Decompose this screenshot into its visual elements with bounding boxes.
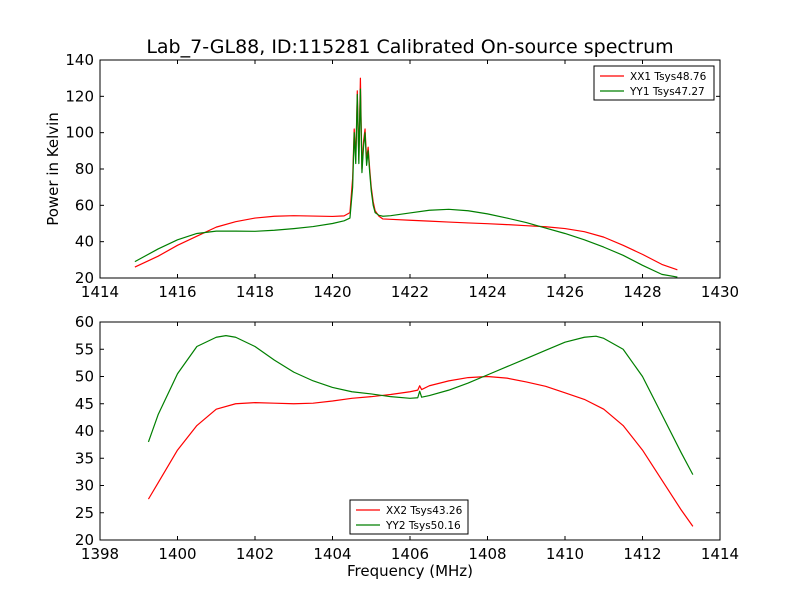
x-tick-label: 1418 (236, 283, 274, 301)
y-tick-label: 60 (75, 196, 94, 214)
x-tick-label: 1398 (81, 545, 119, 563)
y-tick-label: 30 (75, 477, 94, 495)
legend-box (593, 65, 715, 101)
x-tick-label: 1404 (313, 545, 351, 563)
legend-label: YY1 Tsys47.27 (629, 86, 705, 98)
series-line (134, 77, 678, 271)
legend: XX1 Tsys48.76 YY1 Tsys47.27 (593, 65, 715, 101)
y-tick-label: 25 (75, 504, 94, 522)
x-tick-label: 1414 (701, 545, 739, 563)
y-tick-label: 50 (75, 368, 94, 386)
y-axis-label: Power in Kelvin (44, 112, 62, 226)
x-tick-label: 1424 (468, 283, 506, 301)
x-tick-label: 1416 (158, 283, 196, 301)
x-tick-label: 1422 (391, 283, 429, 301)
y-tick-label: 45 (75, 395, 94, 413)
x-tick-label: 1412 (623, 545, 661, 563)
y-tick-label: 20 (75, 531, 94, 549)
y-tick-label: 120 (65, 87, 94, 105)
chart-title: Lab_7-GL88, ID:115281 Calibrated On-sour… (146, 36, 673, 58)
y-tick-label: 20 (75, 269, 94, 287)
series-line (147, 335, 694, 475)
y-tick-label: 40 (75, 233, 94, 251)
y-tick-label: 140 (65, 51, 94, 69)
chart-panel-1: 1414 1416 1418 1420 1422 1424 1426 1428 1430 20 40… (44, 51, 739, 301)
y-tick-label: 60 (75, 313, 94, 331)
y-tick-label: 80 (75, 160, 94, 178)
x-tick-label: 1414 (81, 283, 119, 301)
x-tick-label: 1400 (158, 545, 196, 563)
legend-label: XX1 Tsys48.76 (630, 71, 707, 83)
legend: XX2 Tsys43.26 YY2 Tsys50.16 (349, 499, 469, 535)
x-axis-label: Frequency (MHz) (347, 562, 473, 580)
x-tick-label: 1420 (313, 283, 351, 301)
legend-box (349, 499, 469, 535)
x-tick-label: 1430 (701, 283, 739, 301)
series-line (147, 375, 694, 527)
chart-panel-2: 1398 1400 1402 1404 1406 1408 1410 1412 1414 20 25… (75, 313, 739, 580)
x-tick-label: 1406 (391, 545, 429, 563)
x-tick-label: 1426 (546, 283, 584, 301)
legend-label: YY2 Tsys50.16 (385, 520, 461, 532)
x-tick-label: 1402 (236, 545, 274, 563)
x-tick-label: 1428 (623, 283, 661, 301)
x-tick-label: 1408 (468, 545, 506, 563)
y-tick-label: 40 (75, 422, 94, 440)
x-tick-label: 1410 (546, 545, 584, 563)
y-tick-label: 100 (65, 124, 94, 142)
y-tick-label: 35 (75, 449, 94, 467)
y-tick-label: 55 (75, 340, 94, 358)
legend-label: XX2 Tsys43.26 (386, 505, 463, 517)
series-line (134, 88, 678, 278)
